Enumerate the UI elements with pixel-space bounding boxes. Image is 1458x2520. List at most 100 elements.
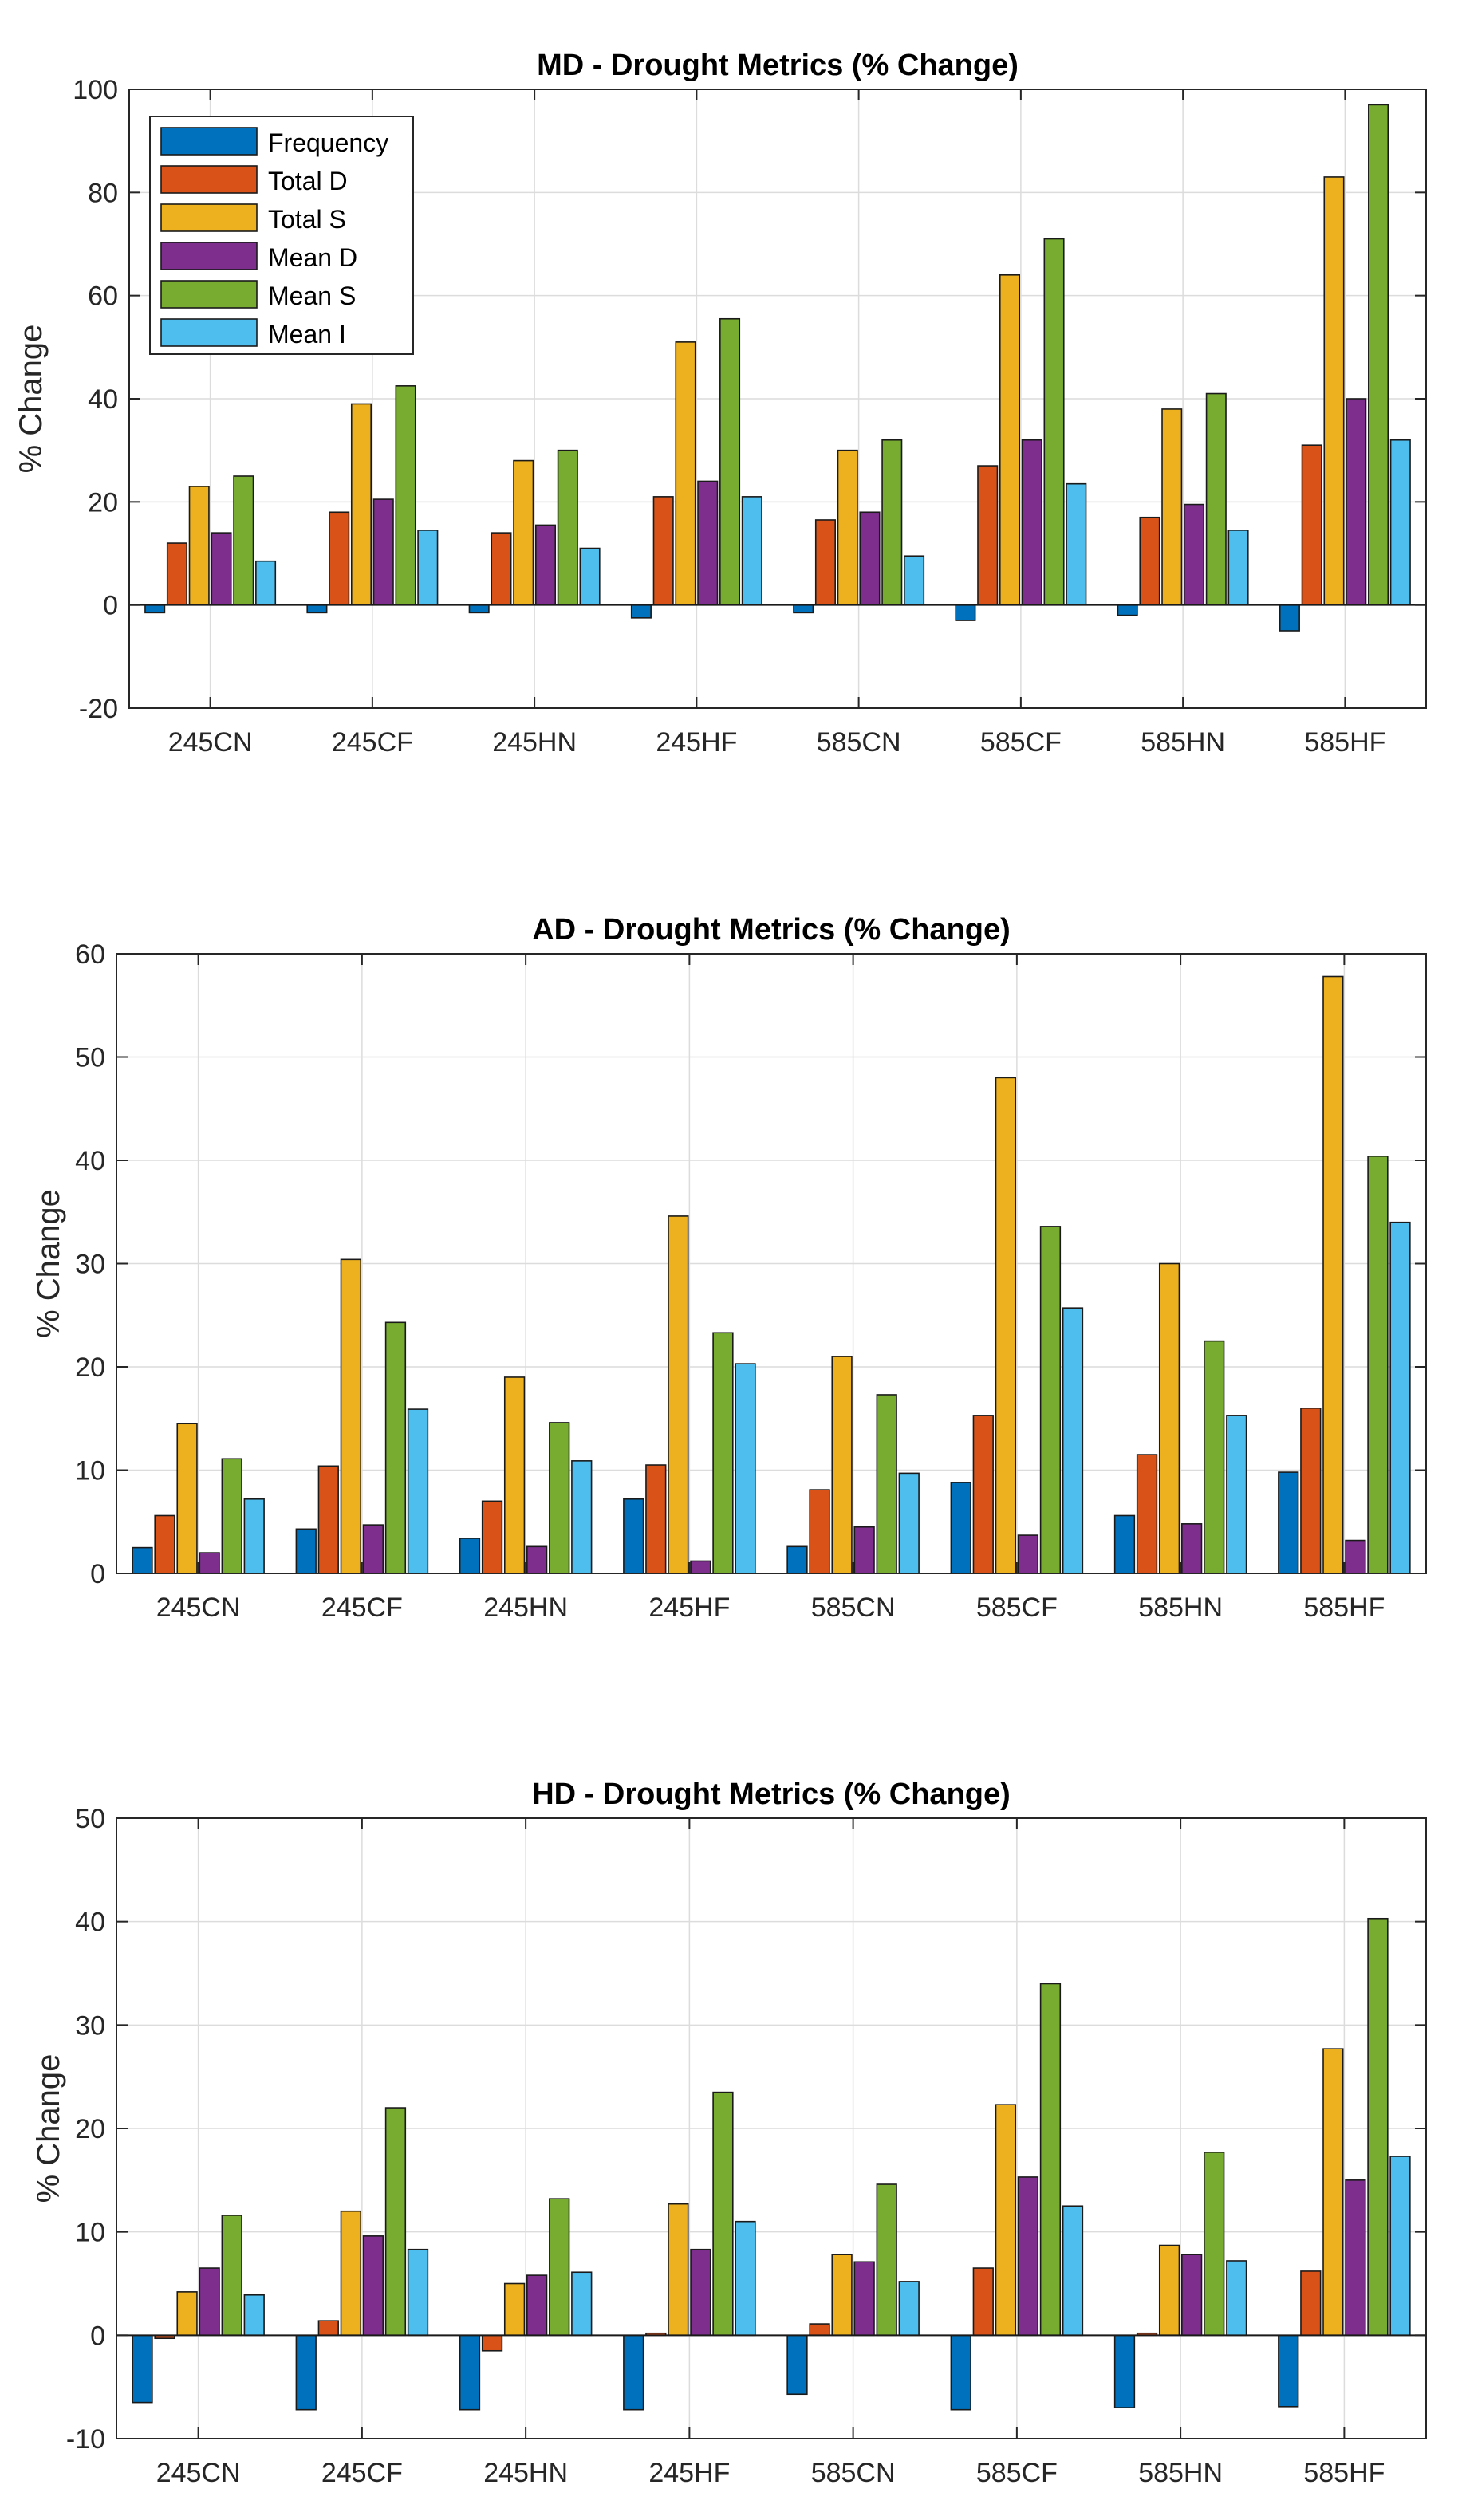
bar-frequency-585CF [950, 1482, 971, 1574]
bar-mean-i-585HN [1227, 530, 1249, 606]
x-tick-label: 585CN [817, 727, 901, 758]
bar-mean-s-245HF [719, 317, 741, 606]
x-tick-label: 585HF [1303, 2458, 1385, 2488]
bar-frequency-585CN [793, 604, 814, 614]
x-tick-label: 585HF [1303, 1593, 1385, 1623]
legend-label: Mean S [268, 282, 356, 310]
bar-mean-s-585HN [1204, 1340, 1225, 1574]
bar-total-s-585HF [1322, 2048, 1344, 2337]
bar-mean-d-585CF [1021, 439, 1042, 606]
bar-mean-d-245CF [362, 2235, 384, 2337]
bar-total-d-245HN [491, 532, 512, 606]
bar-total-s-585CF [995, 2104, 1016, 2337]
y-axis-label: % Change [14, 325, 49, 474]
bar-mean-i-245CN [243, 1498, 265, 1574]
bar-mean-i-245HF [735, 2220, 756, 2337]
bar-frequency-245CN [132, 1546, 153, 1574]
bar-mean-d-585CF [1017, 2176, 1039, 2337]
bar-total-s-245CN [176, 2291, 198, 2337]
bar-total-d-585HF [1300, 2270, 1322, 2337]
bar-total-d-245HF [652, 496, 674, 606]
x-tick-label: 585CF [976, 2458, 1058, 2488]
bar-mean-d-585HN [1183, 503, 1205, 606]
bar-mean-d-245HF [697, 480, 719, 606]
x-tick-label: 245HN [492, 727, 577, 758]
bar-frequency-245CN [132, 2334, 153, 2404]
bar-mean-d-245HN [534, 524, 557, 606]
bar-mean-s-245HF [712, 1332, 734, 1574]
legend: Frequency Total D Total S Mean D Mean S Mean … [149, 116, 414, 355]
bar-total-s-245CN [176, 1423, 198, 1574]
chart-title: MD - Drought Metrics (% Change) [537, 49, 1019, 82]
bar-mean-s-245CN [221, 1458, 242, 1574]
legend-swatch [160, 280, 258, 309]
bar-total-s-245CN [188, 486, 210, 606]
bar-frequency-245HN [459, 2334, 481, 2411]
y-tick-label: 60 [75, 939, 105, 970]
bar-mean-i-245CF [407, 1408, 429, 1574]
y-tick-label: 100 [73, 75, 118, 105]
y-tick-label: 0 [103, 591, 118, 621]
bar-mean-i-585CF [1062, 2205, 1084, 2337]
bar-mean-i-245HF [735, 1363, 756, 1574]
bar-total-d-585CF [972, 2267, 994, 2337]
bar-frequency-585HF [1279, 604, 1300, 632]
y-tick-label: 20 [88, 487, 118, 518]
bar-mean-d-585HN [1181, 2254, 1203, 2337]
bar-total-s-245HF [668, 1215, 689, 1574]
bar-mean-s-585CN [876, 1394, 897, 1574]
bar-frequency-245CF [295, 1528, 317, 1574]
legend-label: Mean I [268, 320, 346, 348]
bar-frequency-585CF [950, 2334, 971, 2411]
bar-total-s-585HF [1322, 975, 1344, 1574]
y-tick-label: 80 [88, 178, 118, 208]
bar-mean-d-585CN [853, 2261, 875, 2337]
bar-total-s-585CN [831, 1356, 853, 1574]
bar-mean-d-585HF [1345, 1539, 1366, 1574]
bar-mean-s-245CF [395, 385, 416, 606]
bar-mean-s-245CN [233, 475, 254, 606]
x-tick-label: 245HN [483, 2458, 568, 2488]
y-tick-label: 60 [88, 282, 118, 312]
bar-mean-d-585CN [853, 1526, 875, 1574]
bar-frequency-245HN [459, 1538, 481, 1574]
bar-frequency-585HN [1117, 604, 1138, 616]
y-tick-label: 30 [75, 2010, 105, 2041]
bar-mean-i-585CN [898, 1472, 920, 1574]
bar-frequency-245CF [295, 2334, 317, 2411]
bar-mean-d-585CF [1017, 1534, 1039, 1574]
bar-mean-s-585CN [881, 439, 903, 606]
bar-mean-i-585CN [898, 2281, 920, 2337]
y-tick-label: 10 [75, 1456, 105, 1486]
chart-title: HD - Drought Metrics (% Change) [532, 1778, 1011, 1811]
bar-mean-s-245CN [221, 2215, 242, 2337]
bar-total-d-585CN [809, 2323, 830, 2337]
bar-mean-s-585HF [1367, 1156, 1389, 1574]
bar-total-d-585HF [1301, 444, 1322, 606]
bar-total-d-245CN [154, 1514, 175, 1574]
legend-label: Frequency [268, 128, 388, 157]
bar-total-s-585HN [1161, 408, 1183, 606]
bar-total-d-245CF [329, 511, 350, 606]
bar-mean-i-585CN [904, 555, 925, 606]
x-tick-label: 585CF [980, 727, 1062, 758]
y-tick-label: 40 [75, 1146, 105, 1176]
y-tick-label: -10 [66, 2424, 105, 2455]
bar-mean-s-245HN [557, 449, 578, 606]
bar-total-s-585CN [837, 449, 858, 606]
bar-mean-i-245HN [571, 2271, 593, 2337]
bar-mean-i-245CN [243, 2294, 265, 2337]
bar-mean-d-245HN [526, 2274, 548, 2337]
bar-mean-d-245HF [690, 2248, 711, 2337]
y-tick-label: 40 [75, 1908, 105, 1938]
legend-label: Mean D [268, 243, 357, 272]
x-tick-label: 245HF [648, 2458, 730, 2488]
bar-total-d-585CF [977, 465, 999, 606]
bar-mean-d-245CN [211, 532, 232, 606]
bar-mean-i-245HN [579, 547, 601, 606]
y-tick-label: 0 [90, 2321, 105, 2351]
bar-total-s-245CF [350, 403, 372, 606]
legend-label: Total D [268, 167, 348, 195]
bar-frequency-585CF [955, 604, 976, 621]
bar-total-d-245HN [481, 2334, 503, 2352]
